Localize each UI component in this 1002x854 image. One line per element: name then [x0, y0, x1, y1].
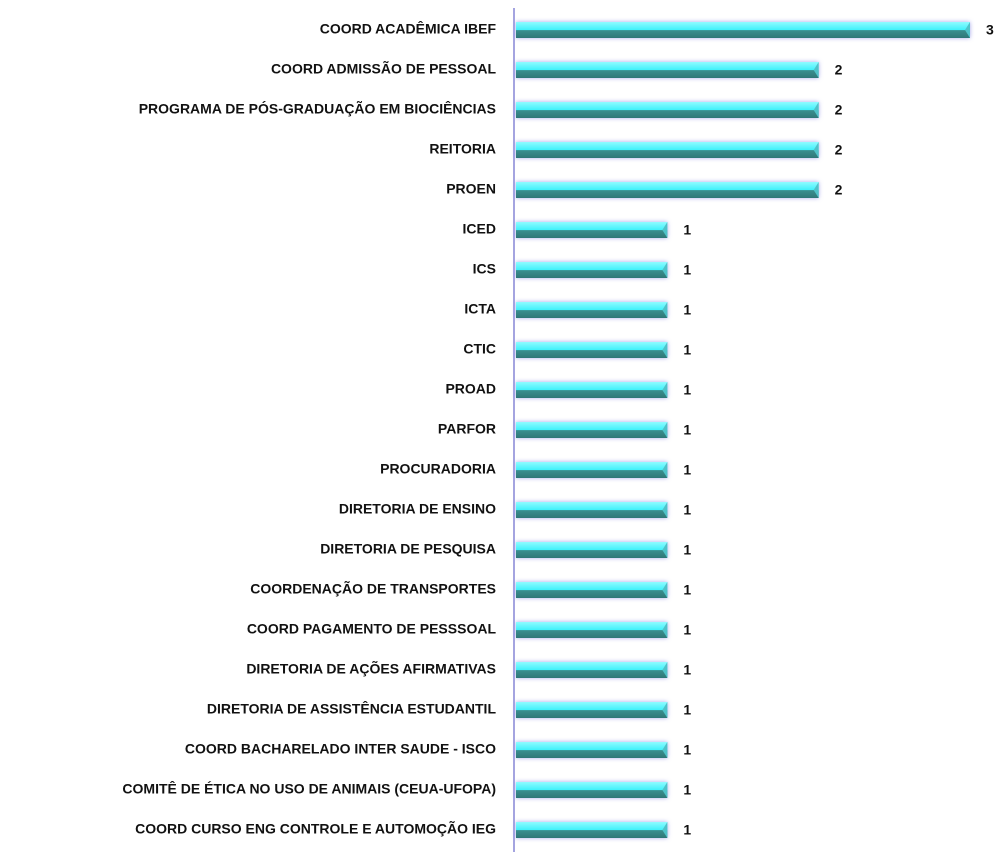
data-label: 1 [683, 262, 691, 278]
y-tick-label: PROEN [446, 181, 496, 197]
y-tick-label: COORD BACHARELADO INTER SAUDE - ISCO [185, 741, 496, 757]
bar [516, 262, 668, 278]
bar-bevel [662, 422, 668, 438]
data-label: 1 [683, 702, 691, 718]
bar [516, 302, 668, 318]
bar [516, 542, 668, 558]
data-label: 1 [683, 222, 691, 238]
data-label: 1 [683, 422, 691, 438]
bar [516, 822, 668, 838]
data-label: 1 [683, 582, 691, 598]
data-label: 1 [683, 542, 691, 558]
bar [516, 422, 668, 438]
y-tick-label: PARFOR [438, 421, 496, 437]
bar [516, 142, 819, 158]
bar-bevel [813, 62, 819, 78]
y-tick-label: PROAD [445, 381, 496, 397]
bar-bevel [662, 342, 668, 358]
bar-bevel [813, 182, 819, 198]
y-tick-label: COORDENAÇÃO DE TRANSPORTES [250, 580, 496, 597]
y-tick-label: DIRETORIA DE ASSISTÊNCIA ESTUDANTIL [207, 700, 497, 717]
y-tick-label: PROCURADORIA [380, 461, 496, 477]
bar [516, 182, 819, 198]
bar-bevel [662, 262, 668, 278]
bar [516, 382, 668, 398]
y-tick-label: ICTA [464, 301, 496, 317]
bar [516, 582, 668, 598]
bar-bevel [662, 582, 668, 598]
data-label: 3 [986, 22, 994, 38]
y-tick-label: CTIC [463, 341, 496, 357]
y-tick-label: COORD ACADÊMICA IBEF [320, 20, 497, 37]
data-label: 1 [683, 782, 691, 798]
bar [516, 502, 668, 518]
bar-bevel [662, 702, 668, 718]
bar [516, 782, 668, 798]
bar [516, 22, 970, 38]
y-tick-label: DIRETORIA DE ENSINO [339, 501, 496, 517]
data-label: 2 [835, 182, 843, 198]
bar-bevel [662, 222, 668, 238]
bar-bevel [965, 22, 970, 38]
y-tick-label: DIRETORIA DE AÇÕES AFIRMATIVAS [246, 660, 496, 677]
bar [516, 102, 819, 118]
bar [516, 222, 668, 238]
y-tick-label: COORD ADMISSÃO DE PESSOAL [271, 60, 497, 77]
y-tick-label: REITORIA [429, 141, 496, 157]
bar-bevel [662, 782, 668, 798]
data-label: 1 [683, 742, 691, 758]
bar-bevel [662, 662, 668, 678]
bar-bevel [662, 302, 668, 318]
data-label: 2 [835, 142, 843, 158]
bar-bevel [662, 462, 668, 478]
data-label: 2 [835, 102, 843, 118]
y-tick-label: COORD CURSO ENG CONTROLE E AUTOMOÇÃO IEG [135, 820, 496, 837]
bar [516, 662, 668, 678]
data-label: 1 [683, 462, 691, 478]
bar-bevel [662, 502, 668, 518]
bar [516, 342, 668, 358]
bar [516, 62, 819, 78]
bar [516, 702, 668, 718]
bar [516, 622, 668, 638]
bar-bevel [662, 622, 668, 638]
y-tick-label: DIRETORIA DE PESQUISA [320, 541, 496, 557]
bar-bevel [662, 382, 668, 398]
y-tick-label: COORD PAGAMENTO DE PESSSOAL [247, 621, 497, 637]
y-tick-label: ICS [473, 261, 496, 277]
data-label: 1 [683, 382, 691, 398]
bar-bevel [662, 542, 668, 558]
bar [516, 462, 668, 478]
bar-bevel [813, 102, 819, 118]
y-tick-label: COMITÊ DE ÉTICA NO USO DE ANIMAIS (CEUA-… [122, 780, 496, 797]
data-label: 1 [683, 622, 691, 638]
data-label: 1 [683, 502, 691, 518]
data-label: 1 [683, 342, 691, 358]
bar-bevel [813, 142, 819, 158]
y-tick-label: ICED [463, 221, 496, 237]
data-label: 1 [683, 302, 691, 318]
data-label: 1 [683, 662, 691, 678]
bar-bevel [662, 742, 668, 758]
bar-bevel [662, 822, 668, 838]
data-label: 1 [683, 822, 691, 838]
data-label: 2 [835, 62, 843, 78]
bar [516, 742, 668, 758]
y-tick-label: PROGRAMA DE PÓS-GRADUAÇÃO EM BIOCIÊNCIAS [139, 100, 496, 117]
